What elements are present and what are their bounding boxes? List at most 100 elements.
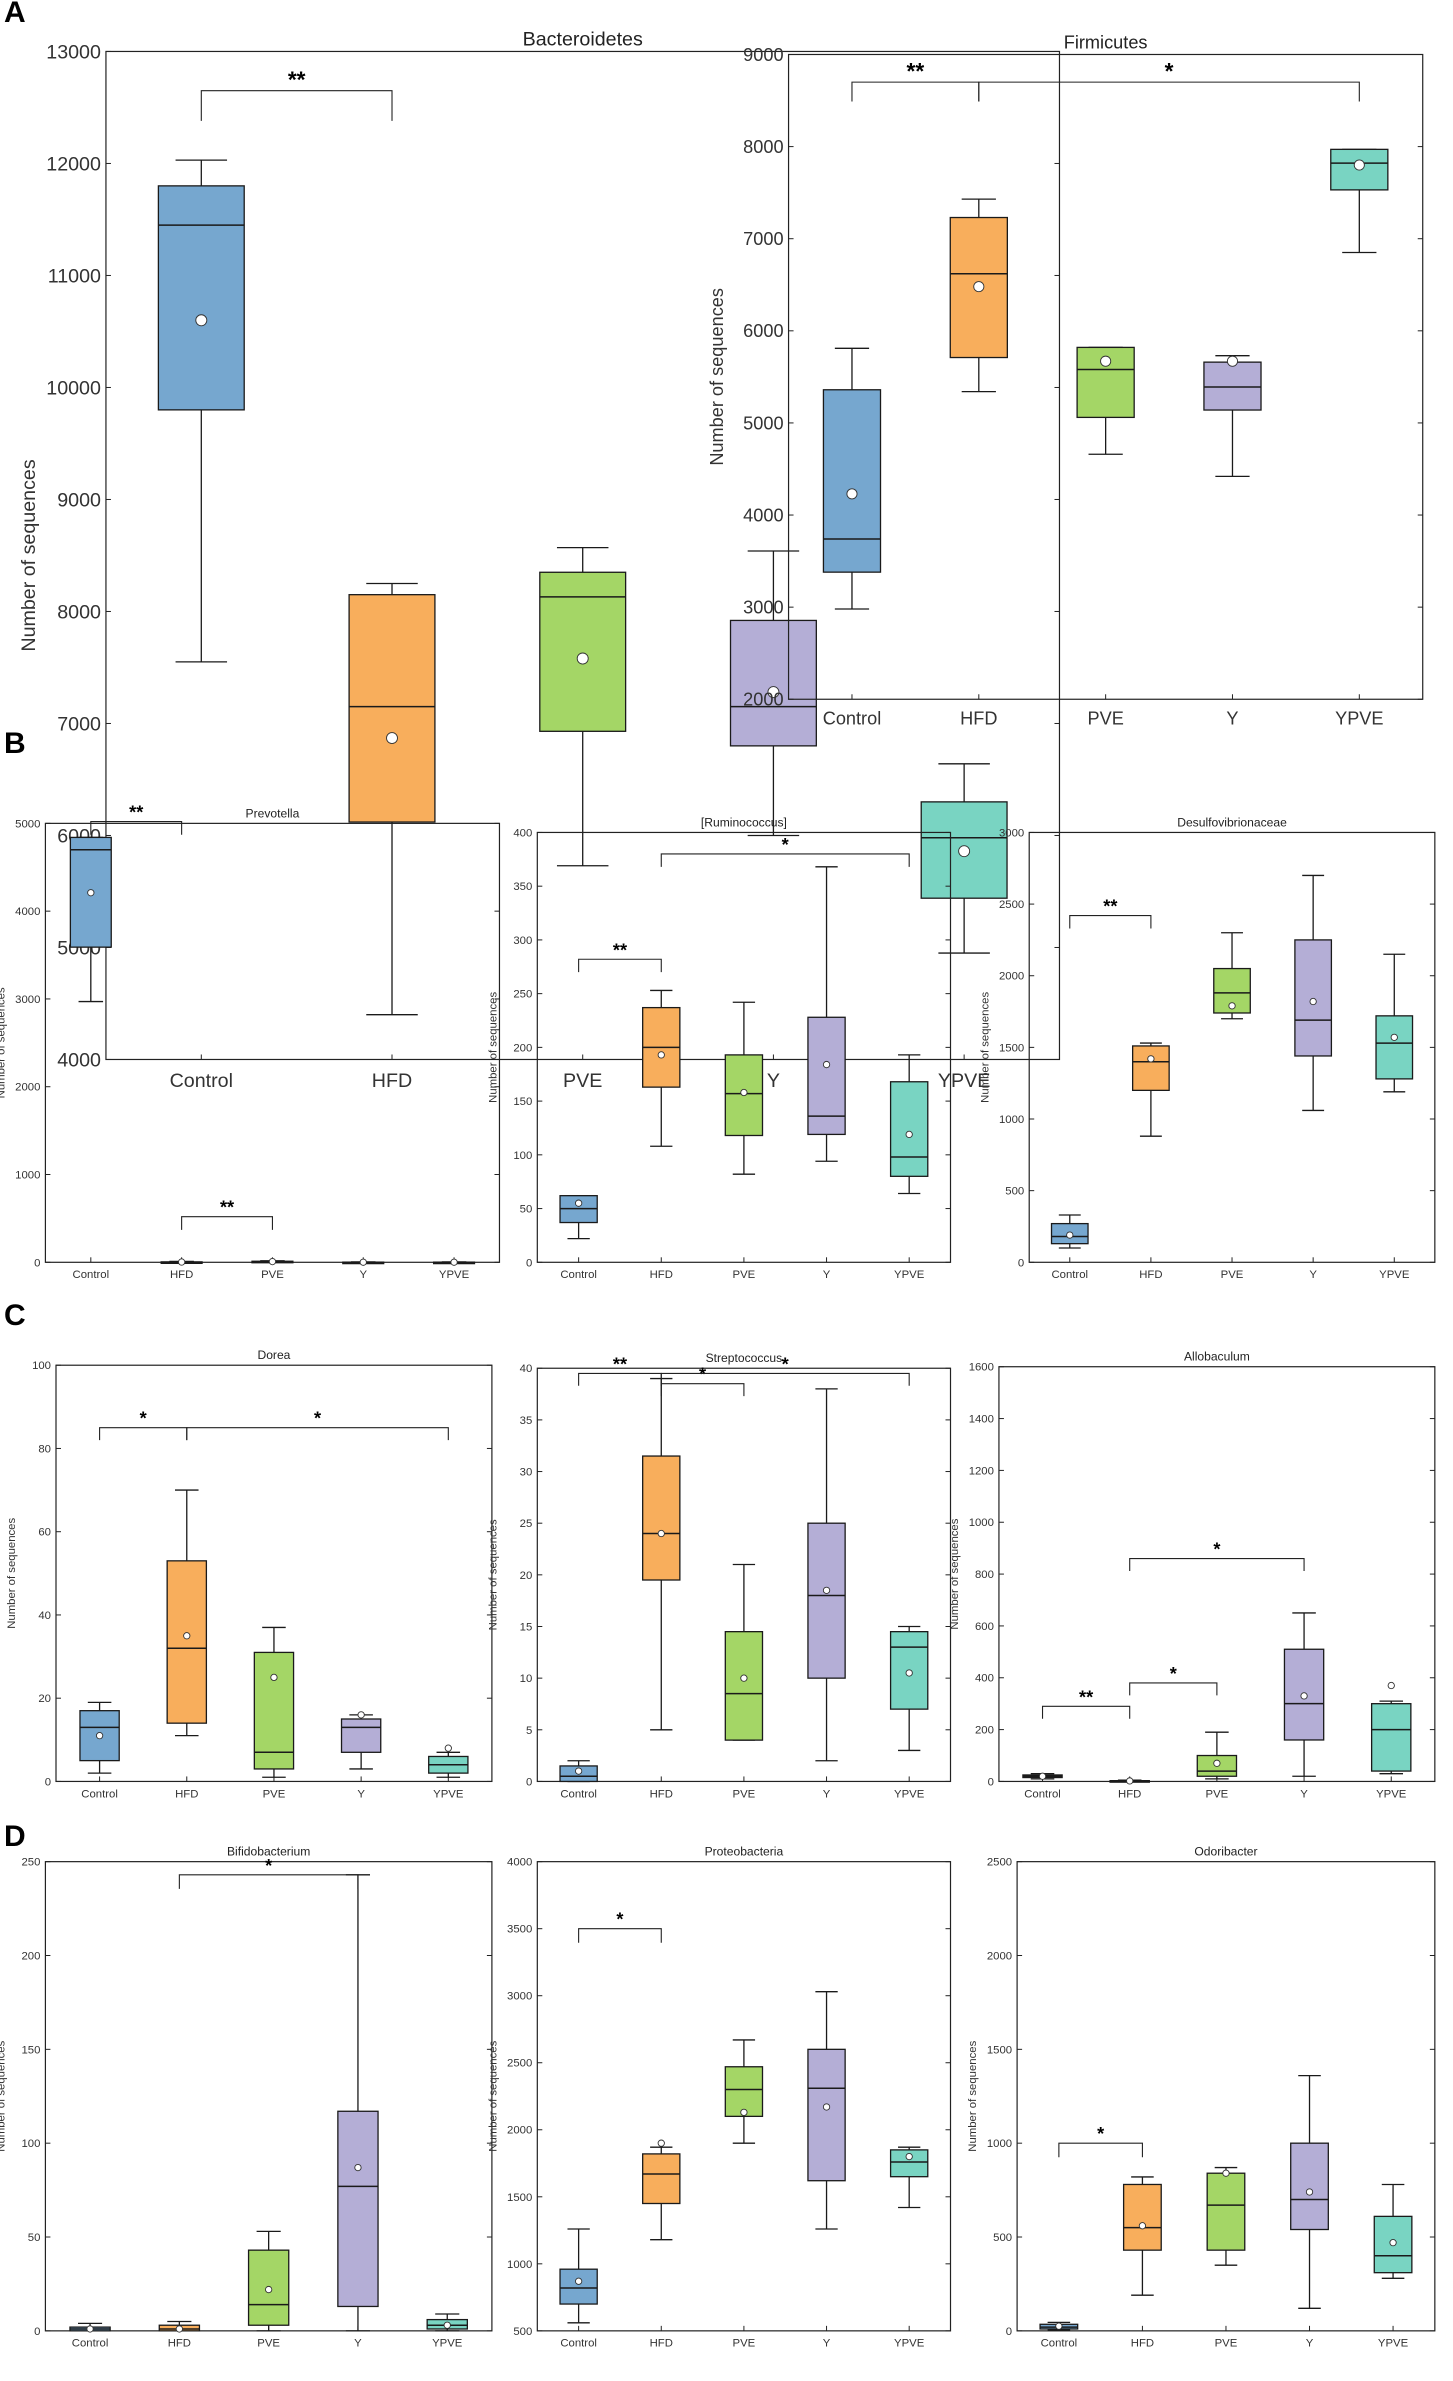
box-y bbox=[807, 1991, 846, 2230]
mean-marker bbox=[357, 1711, 365, 1719]
mean-marker bbox=[1228, 1002, 1236, 1010]
mean-marker bbox=[905, 2152, 913, 2161]
chart-title: Prevotella bbox=[246, 806, 300, 820]
box-control bbox=[1039, 2321, 1079, 2331]
significance-label: ** bbox=[129, 803, 144, 823]
mean-marker bbox=[1390, 1033, 1398, 1041]
mean-marker bbox=[268, 1257, 277, 1266]
y-axis-label: Number of sequences bbox=[18, 459, 40, 651]
mean-marker bbox=[1066, 1231, 1074, 1239]
mean-marker bbox=[1147, 1055, 1155, 1063]
x-tick-label: Control bbox=[1041, 2338, 1078, 2350]
box-iqr bbox=[253, 1651, 295, 1770]
chart-c1: Dorea Number of sequences 0 20 40 60 80 100 Cont… bbox=[6, 1348, 493, 1800]
mean-marker bbox=[740, 1088, 748, 1097]
y-tick-label: 500 bbox=[1005, 1186, 1024, 1198]
box-y bbox=[1283, 1612, 1325, 1777]
x-tick-label: HFD bbox=[650, 2338, 673, 2350]
y-tick-label: 3000 bbox=[15, 994, 40, 1006]
y-tick-label: 0 bbox=[1006, 2326, 1012, 2338]
significance-bracket: * bbox=[660, 1354, 910, 1386]
bracket-line bbox=[1041, 1705, 1131, 1719]
box-ypve bbox=[1373, 2183, 1413, 2279]
y-axis-label: Number of sequences bbox=[949, 1518, 961, 1629]
plot-frame bbox=[44, 822, 501, 1263]
mean-marker bbox=[1100, 355, 1112, 367]
box-pve bbox=[247, 2230, 290, 2332]
x-tick-label: PVE bbox=[733, 2338, 756, 2350]
box-pve bbox=[1206, 2166, 1246, 2266]
y-tick-label: 50 bbox=[520, 1204, 533, 1216]
y-tick-label: 2000 bbox=[15, 1082, 40, 1094]
box-ypve bbox=[432, 1258, 476, 1266]
mean-marker bbox=[1305, 2188, 1314, 2196]
bracket-line bbox=[200, 90, 393, 121]
box-iqr bbox=[166, 1560, 208, 1724]
significance-label: * bbox=[1165, 58, 1174, 84]
x-tick-label: PVE bbox=[257, 2338, 280, 2350]
mean-marker bbox=[958, 845, 971, 858]
significance-bracket: * bbox=[578, 1910, 662, 1943]
x-tick-label: Control bbox=[560, 2338, 597, 2350]
y-tick-label: 350 bbox=[513, 881, 532, 893]
x-tick-label: YPVE bbox=[439, 1269, 470, 1281]
box-y bbox=[340, 1711, 382, 1770]
box-iqr bbox=[807, 1522, 846, 1679]
box-iqr bbox=[1131, 1045, 1170, 1092]
y-tick-label: 1000 bbox=[15, 1169, 40, 1181]
mean-marker bbox=[386, 732, 398, 744]
mean-marker bbox=[175, 2325, 183, 2333]
x-tick-label: Control bbox=[73, 1269, 110, 1281]
significance-label: * bbox=[140, 1409, 148, 1429]
box-hfd bbox=[1122, 2176, 1162, 2296]
box-control bbox=[559, 1760, 598, 1783]
mean-marker bbox=[195, 314, 208, 327]
significance-bracket: ** bbox=[578, 1354, 662, 1386]
y-tick-label: 2500 bbox=[987, 1857, 1012, 1869]
bracket-line bbox=[578, 958, 662, 973]
x-tick-label: Control bbox=[560, 1269, 597, 1281]
box-ypve bbox=[889, 2146, 929, 2209]
box-iqr bbox=[157, 185, 245, 411]
y-tick-label: 80 bbox=[38, 1443, 51, 1455]
x-tick-label: Y bbox=[359, 1269, 367, 1281]
mean-marker bbox=[95, 1732, 104, 1740]
box-iqr bbox=[559, 2268, 598, 2305]
chart-title: Firmicutes bbox=[1064, 32, 1148, 52]
y-tick-label: 2000 bbox=[999, 971, 1024, 983]
box-pve bbox=[724, 1001, 764, 1175]
significance-bracket: * bbox=[1129, 1540, 1305, 1571]
x-tick-label: YPVE bbox=[894, 1788, 925, 1800]
mean-marker bbox=[574, 1767, 583, 1775]
bracket-line bbox=[578, 1372, 662, 1386]
y-tick-label: 30 bbox=[520, 1467, 533, 1479]
x-tick-label: Y bbox=[1306, 2338, 1314, 2350]
chart-title: Allobaculum bbox=[1184, 1350, 1250, 1364]
box-control bbox=[1050, 1214, 1089, 1249]
y-tick-label: 400 bbox=[513, 827, 532, 839]
x-tick-label: YPVE bbox=[1376, 1788, 1407, 1800]
box-hfd bbox=[348, 582, 436, 1016]
mean-marker bbox=[1309, 997, 1317, 1006]
chart-d1: Bifidobacterium Number of sequences 0 50 100… bbox=[0, 1845, 493, 2350]
x-tick-label: PVE bbox=[733, 1269, 756, 1281]
mean-marker bbox=[1126, 1777, 1134, 1785]
bracket-line bbox=[660, 1372, 910, 1386]
box-control bbox=[559, 1195, 598, 1240]
bracket-line bbox=[178, 1874, 359, 1889]
y-tick-label: 200 bbox=[975, 1725, 994, 1737]
box-pve bbox=[1196, 1731, 1238, 1780]
bracket-line bbox=[1129, 1557, 1305, 1571]
significance-label: ** bbox=[1079, 1687, 1094, 1707]
y-tick-label: 35 bbox=[520, 1415, 533, 1427]
box-y bbox=[337, 1874, 379, 2332]
mean-marker bbox=[657, 1051, 665, 1059]
box-y bbox=[1290, 2074, 1329, 2309]
y-tick-label: 9000 bbox=[57, 489, 101, 511]
significance-label: ** bbox=[220, 1198, 235, 1218]
chart-d2: Proteobacteria Number of sequences 500 1000… bbox=[487, 1845, 952, 2350]
box-ypve bbox=[920, 763, 1008, 954]
x-tick-label: Y bbox=[1226, 709, 1238, 729]
x-tick-label: Y bbox=[1300, 1788, 1308, 1800]
